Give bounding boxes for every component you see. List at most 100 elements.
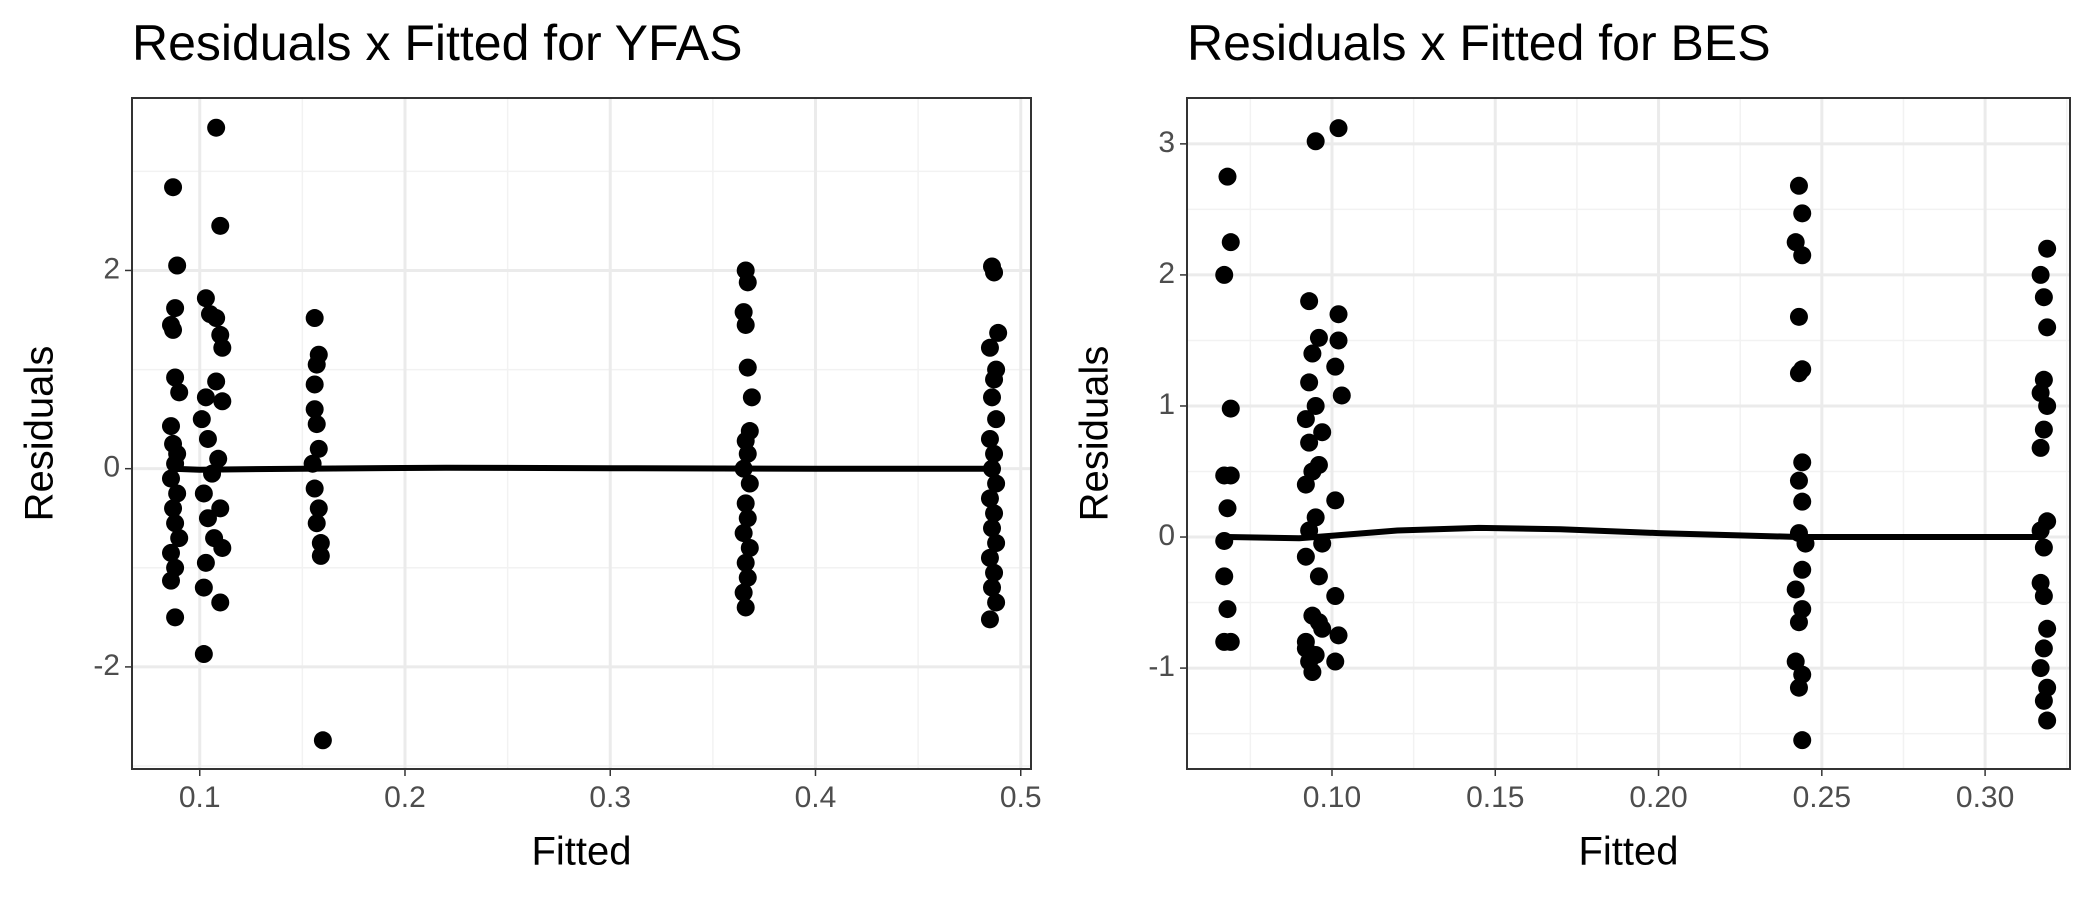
point [736,315,755,334]
point [1221,399,1240,418]
point [2034,639,2053,658]
point [983,388,1002,407]
point [1218,499,1237,518]
point [2034,691,2053,710]
point [985,263,1004,282]
point [194,578,213,597]
x-tick-label: 0.25 [1793,781,1851,814]
point [1309,567,1328,586]
point [1296,547,1315,566]
y-tick-label: 2 [103,252,120,285]
point [166,299,185,318]
point [1786,580,1805,599]
point [1793,492,1812,511]
point [1306,132,1325,151]
point [985,444,1004,463]
point [313,731,332,750]
point [2038,318,2057,337]
point [1326,652,1345,671]
point [1306,396,1325,415]
point [192,410,211,429]
point [1215,567,1234,586]
point [1296,639,1315,658]
point [170,383,189,402]
y-tick-label: 2 [1158,257,1175,290]
point [1326,357,1345,376]
point [987,410,1006,429]
y-tick-label: 0 [103,451,120,484]
x-tick-label: 0.20 [1629,781,1687,814]
x-tick-label: 0.1 [179,781,221,814]
x-axis-title: Fitted [1578,830,1678,874]
point [987,474,1006,493]
point [1793,560,1812,579]
point [305,375,324,394]
point [1329,119,1348,138]
point [985,504,1004,523]
point [213,392,232,411]
x-tick-label: 0.3 [589,781,631,814]
y-axis-title: Residuals [18,346,62,522]
point [1793,453,1812,472]
chart-title: Residuals x Fitted for BES [1187,15,1771,71]
point [164,178,183,197]
point [1789,176,1808,195]
point [1303,344,1322,363]
point [166,608,185,627]
point [196,289,215,308]
point [738,444,757,463]
point [742,388,761,407]
point [307,355,326,374]
point [1313,423,1332,442]
point [736,598,755,617]
point [1296,475,1315,494]
point [2031,265,2050,284]
point [1221,466,1240,485]
point [1793,731,1812,750]
point [1221,233,1240,252]
point [194,645,213,664]
x-tick-label: 0.10 [1303,781,1361,814]
point [168,484,187,503]
y-tick-label: -2 [93,649,120,682]
point [305,400,324,419]
point [985,563,1004,582]
point [736,494,755,513]
x-tick-label: 0.4 [795,781,837,814]
point [211,216,230,235]
point [740,474,759,493]
point [311,546,330,565]
point [196,553,215,572]
point [1221,632,1240,651]
point [305,309,324,328]
point [307,415,326,434]
point [983,519,1002,538]
point [207,118,226,137]
point [207,372,226,391]
point [2031,438,2050,457]
point [164,320,183,339]
point [1309,613,1328,632]
chart-title: Residuals x Fitted for YFAS [132,15,742,71]
point [166,514,185,533]
point [1789,307,1808,326]
point [166,368,185,387]
point [168,256,187,275]
point [161,543,180,562]
point [194,484,213,503]
point [2038,711,2057,730]
plot-border [131,97,1032,770]
point [2034,420,2053,439]
plot-border [1186,97,2071,770]
point [305,479,324,498]
point [307,514,326,533]
point [1218,600,1237,619]
point [1329,305,1348,324]
y-tick-label: 3 [1158,126,1175,159]
point [311,534,330,553]
smooth-line [1227,524,2044,542]
point [2034,538,2053,557]
point [1789,471,1808,490]
